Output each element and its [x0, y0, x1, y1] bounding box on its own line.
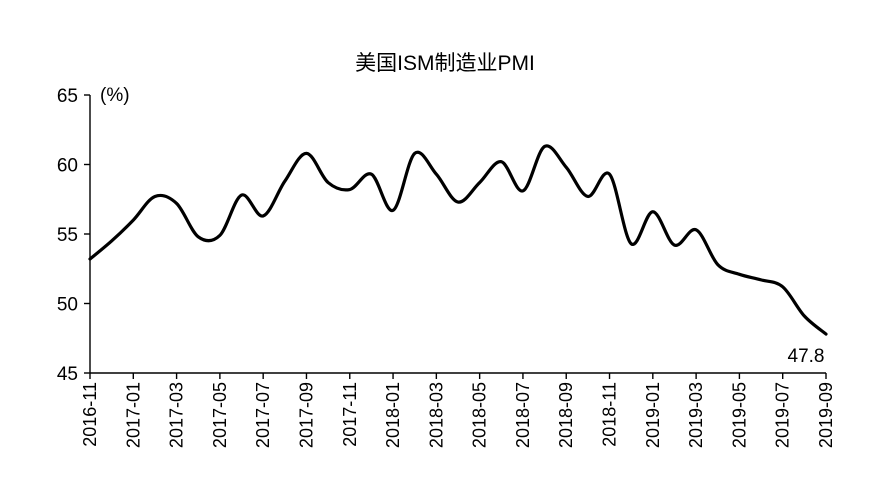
x-tick-label: 2018-05	[470, 382, 490, 448]
x-tick-label: 2017-07	[253, 382, 273, 448]
annotations: 47.8	[788, 346, 825, 367]
x-tick-label: 2016-11	[80, 382, 100, 447]
x-tick-label: 2017-09	[296, 382, 316, 448]
axes	[89, 95, 826, 374]
x-tick-label: 2019-07	[773, 382, 793, 448]
x-tick-label: 2018-11	[600, 382, 620, 447]
x-tick-label: 2017-11	[340, 382, 360, 447]
x-axis-ticks: 2016-11 2017-01 2017-03 2017-05 2017-07 2017-…	[80, 373, 836, 448]
x-tick-label: 2018-09	[556, 382, 576, 448]
x-tick-label: 2018-07	[513, 382, 533, 448]
x-tick-label: 2017-05	[210, 382, 230, 448]
x-tick-label: 2019-01	[643, 382, 663, 448]
x-tick-label: 2019-09	[816, 382, 836, 448]
y-tick-label: 60	[57, 156, 78, 177]
y-unit-label: (%)	[100, 85, 130, 106]
y-tick-label: 50	[57, 295, 78, 316]
y-axis-ticks: 45 50 55 60 65	[57, 86, 90, 385]
series-line	[88, 144, 828, 336]
data-label: 47.8	[788, 346, 825, 367]
series-group	[88, 144, 828, 336]
x-tick-label: 2018-01	[383, 382, 403, 448]
chart-title: 美国ISM制造业PMI	[355, 52, 535, 75]
x-tick-label: 2018-03	[426, 382, 446, 448]
y-tick-label: 65	[57, 86, 78, 107]
x-tick-label: 2017-01	[123, 382, 143, 448]
x-tick-label: 2019-03	[686, 382, 706, 448]
y-tick-label: 45	[57, 364, 78, 385]
x-tick-label: 2017-03	[167, 382, 187, 448]
y-tick-label: 55	[57, 225, 78, 246]
x-tick-label: 2019-05	[729, 382, 749, 448]
